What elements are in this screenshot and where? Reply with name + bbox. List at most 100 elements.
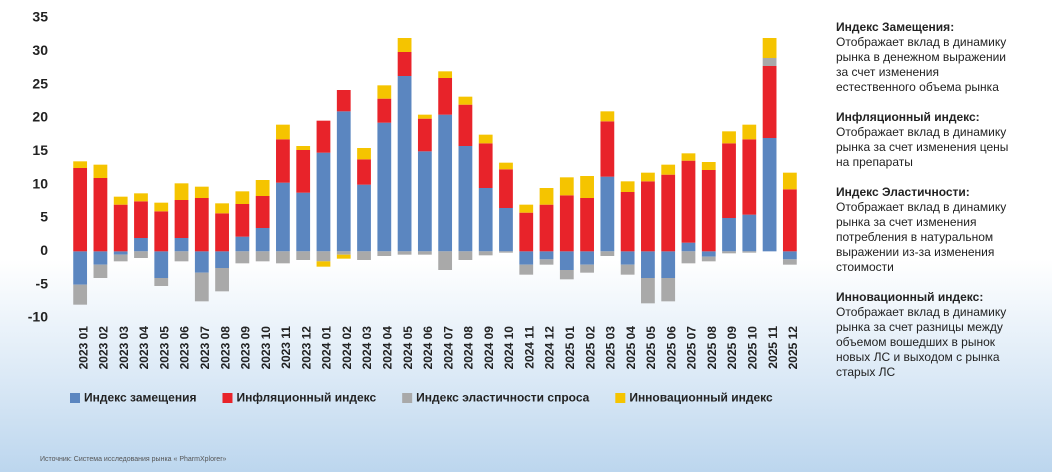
note-line: рынка в денежном выражении [836,50,1006,64]
bar-segment [154,251,169,278]
y-tick-label: -5 [36,275,49,291]
bar-segment [722,143,736,218]
bar-segment [235,236,250,252]
bar-segment [215,251,229,268]
bar-segment [93,178,108,252]
x-tick-label: 2024 10 [502,326,516,370]
note-title: Инфляционный индекс: [836,110,980,124]
bar-segment [661,278,676,302]
bar-segment [154,211,169,252]
note-line: на препараты [836,155,913,169]
bar-segment [559,251,574,270]
bar-segment [600,111,615,122]
x-tick-label: 2025 09 [725,326,739,370]
bar-segment [519,204,534,213]
bar-segment [519,251,534,265]
x-tick-label: 2025 06 [664,326,678,370]
bar-segment [417,251,432,255]
note-line: объемом вошедших в рынок [836,335,996,349]
note-line: Отображает вклад в динамику [836,305,1006,319]
bar-segment [641,181,655,252]
y-tick-label: 20 [32,109,48,125]
bar-segment [478,251,493,256]
x-tick-label: 2025 01 [563,326,577,370]
bar-segment [336,254,351,259]
bar-segment [580,264,594,273]
bar-segment [499,251,513,253]
x-tick-label: 2023 03 [117,326,131,370]
x-tick-label: 2025 08 [705,326,719,370]
legend-swatch [615,393,626,403]
bar-segment [580,176,594,198]
note-title: Индекс Эластичности: [836,185,970,199]
bar-segment [255,180,270,196]
bar-segment [742,214,757,252]
x-tick-label: 2025 12 [786,326,800,370]
bar-segment [742,139,757,215]
note-line: Отображает вклад в динамику [836,200,1006,214]
x-tick-label: 2023 12 [299,326,313,370]
bar-segment [661,164,676,175]
x-tick-label: 2025 03 [604,326,618,370]
bar-segment [742,251,757,253]
bar-segment [641,278,655,304]
x-tick-label: 2025 04 [624,326,638,370]
note-line: выражении из-за изменения [836,245,994,259]
bar-segment [255,251,270,262]
x-tick-label: 2024 12 [543,326,557,370]
x-tick-label: 2024 11 [522,326,536,369]
bar-segment [641,251,655,278]
bar-segment [742,124,757,140]
x-tick-label: 2024 02 [340,326,354,370]
bar-segment [519,212,534,252]
bar-segment [417,151,432,252]
bar-segment [438,71,453,78]
bar-segment [681,153,696,161]
note-line: рынка за счет разницы между [836,320,1003,334]
y-tick-label: 25 [32,75,48,91]
bar-segment [722,131,736,144]
bar-segment [215,203,229,214]
bar-segment [478,188,493,252]
bar-segment [377,98,392,123]
x-tick-label: 2024 05 [401,326,415,370]
bar-segment [73,168,88,252]
bar-segment [397,52,412,76]
bar-segment [539,188,554,205]
bar-segment [113,251,128,255]
bar-segment [357,251,371,260]
note-line: рынка за счет изменения цены [836,140,1008,154]
bar-segment [357,184,371,252]
x-tick-label: 2025 02 [583,326,597,370]
bar-segment [215,268,229,292]
bar-segment [701,256,716,262]
note-line: стоимости [836,260,894,274]
bar-segment [681,160,696,243]
bar-segment [235,251,250,264]
y-tick-label: 10 [32,175,48,191]
bar-segment [600,121,615,177]
bar-segment [762,38,777,58]
bar-segment [539,204,554,252]
bar-segment [276,251,290,264]
legend-label: Индекс замещения [84,391,196,405]
bar-segment [620,264,635,275]
bar-segment [559,195,574,252]
bar-segment [701,170,716,252]
x-tick-label: 2024 06 [421,326,435,370]
bar-segment [458,251,473,260]
bar-segment [174,251,189,262]
y-tick-label: -10 [28,309,48,325]
bar-segment [113,196,128,205]
bar-segment [397,38,412,52]
bar-segment [681,242,696,252]
bar-segment [641,172,655,182]
bar-segment [499,208,513,252]
bar-segment [782,251,797,260]
bar-segment [499,169,513,208]
x-tick-label: 2023 08 [218,326,232,370]
x-tick-label: 2024 01 [320,326,334,370]
note-line: Отображает вклад в динамику [836,35,1006,49]
note-line: рынка за счет изменения [836,215,976,229]
x-tick-label: 2024 07 [441,326,455,370]
